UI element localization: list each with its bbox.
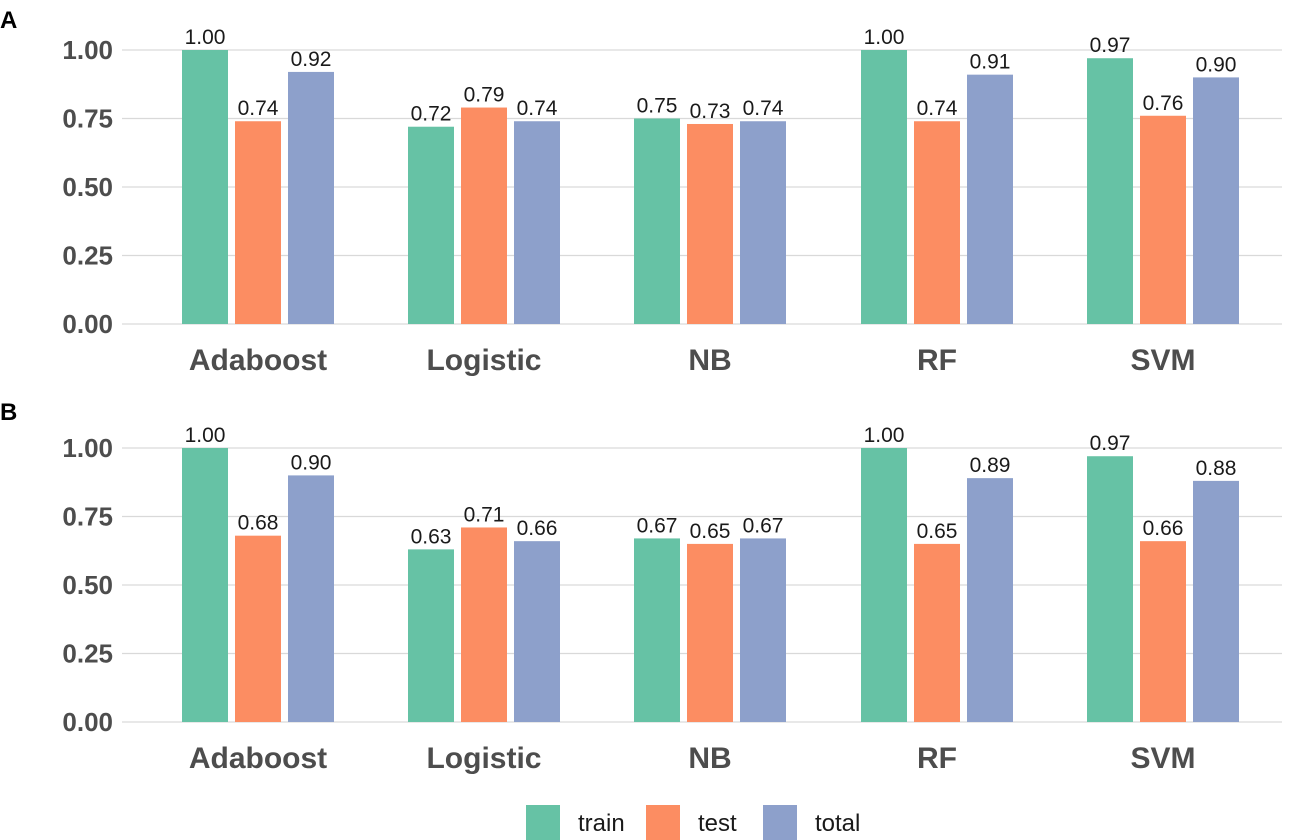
- y-tick-label: 0.50: [62, 172, 113, 202]
- bar-test-logistic: [461, 107, 507, 324]
- data-label: 0.66: [1143, 517, 1184, 540]
- x-tick-label: Adaboost: [189, 344, 327, 377]
- x-tick-label: Logistic: [426, 742, 541, 775]
- data-label: 0.74: [517, 97, 558, 120]
- data-label: 0.74: [743, 97, 784, 120]
- bar-test-nb: [687, 123, 733, 324]
- panel-label: B: [0, 399, 17, 426]
- data-label: 0.71: [464, 503, 505, 526]
- data-label: 1.00: [864, 26, 905, 49]
- x-tick-label: Logistic: [426, 344, 541, 377]
- data-label: 0.68: [238, 512, 279, 535]
- bar-total-svm: [1193, 77, 1239, 325]
- bar-total-adaboost: [288, 71, 334, 324]
- x-tick-label: RF: [917, 742, 957, 775]
- legend-swatch-train: [526, 805, 560, 840]
- data-label: 0.97: [1090, 432, 1131, 455]
- bar-test-rf: [914, 543, 960, 722]
- bar-total-logistic: [514, 541, 560, 722]
- bar-train-svm: [1087, 456, 1133, 722]
- data-label: 0.79: [464, 84, 505, 107]
- bar-train-adaboost: [182, 448, 228, 722]
- data-label: 0.75: [637, 95, 678, 118]
- data-label: 0.91: [970, 51, 1011, 74]
- y-tick-label: 0.25: [62, 241, 113, 271]
- y-tick-label: 1.00: [62, 35, 113, 65]
- data-label: 0.65: [690, 520, 731, 543]
- data-label: 0.90: [291, 451, 332, 474]
- data-label: 0.63: [411, 525, 452, 548]
- chart-panel-b: B 0.00 0.25 0.50 0.75 1.00 1.00 0.63 0.67 1.00 0.9…: [0, 399, 1282, 775]
- bar-test-logistic: [461, 527, 507, 722]
- bar-test-nb: [687, 543, 733, 722]
- chart-panels: A 0.00 0.25 0.50 0.75 1.00 1.00 0.72 0.75 1.00 0.9…: [0, 7, 1282, 775]
- legend-label-train: train: [578, 810, 625, 837]
- data-label: 0.73: [690, 100, 731, 123]
- panel-label: A: [0, 7, 17, 34]
- data-label: 0.92: [291, 48, 332, 71]
- data-label: 1.00: [864, 424, 905, 447]
- x-tick-label: SVM: [1130, 344, 1195, 377]
- bar-test-rf: [914, 121, 960, 325]
- data-label: 0.97: [1090, 34, 1131, 57]
- data-label: 1.00: [185, 424, 226, 447]
- x-tick-label: NB: [688, 742, 731, 775]
- chart-panel-a: A 0.00 0.25 0.50 0.75 1.00 1.00 0.72 0.75 1.00 0.9…: [0, 7, 1282, 377]
- y-tick-label: 0.50: [62, 570, 113, 600]
- data-label: 0.74: [238, 97, 279, 120]
- bar-train-rf: [861, 448, 907, 722]
- data-label: 0.90: [1196, 53, 1237, 76]
- data-label: 0.67: [637, 514, 678, 537]
- legend-label-total: total: [815, 810, 860, 837]
- y-tick-label: 0.00: [62, 707, 113, 737]
- bar-test-adaboost: [235, 121, 281, 325]
- bar-total-svm: [1193, 480, 1239, 722]
- y-tick-label: 0.25: [62, 639, 113, 669]
- data-label: 0.66: [517, 517, 558, 540]
- y-tick-label: 0.75: [62, 104, 113, 134]
- bar-total-nb: [740, 121, 786, 325]
- bar-total-nb: [740, 538, 786, 722]
- bar-train-nb: [634, 538, 680, 722]
- y-tick-label: 0.75: [62, 502, 113, 532]
- bar-test-adaboost: [235, 535, 281, 722]
- bar-train-rf: [861, 50, 907, 324]
- bar-total-rf: [967, 478, 1013, 722]
- bar-train-svm: [1087, 58, 1133, 324]
- bar-total-rf: [967, 74, 1013, 324]
- bar-train-nb: [634, 118, 680, 324]
- bar-train-adaboost: [182, 50, 228, 324]
- y-tick-label: 0.00: [62, 309, 113, 339]
- bar-test-svm: [1140, 115, 1186, 324]
- data-label: 0.76: [1143, 92, 1184, 115]
- legend-swatch-total: [763, 805, 797, 840]
- bar-total-adaboost: [288, 475, 334, 722]
- data-label: 0.67: [743, 514, 784, 537]
- bar-train-logistic: [408, 549, 454, 722]
- legend: train test total: [526, 805, 860, 840]
- legend-swatch-test: [646, 805, 680, 840]
- x-tick-label: RF: [917, 344, 957, 377]
- legend-label-test: test: [698, 810, 737, 837]
- data-label: 0.65: [917, 520, 958, 543]
- x-tick-label: Adaboost: [189, 742, 327, 775]
- y-tick-label: 1.00: [62, 433, 113, 463]
- data-label: 0.88: [1196, 457, 1237, 480]
- x-tick-label: NB: [688, 344, 731, 377]
- bar-train-logistic: [408, 126, 454, 324]
- data-label: 0.72: [411, 103, 452, 126]
- data-label: 1.00: [185, 26, 226, 49]
- data-label: 0.74: [917, 97, 958, 120]
- bar-test-svm: [1140, 541, 1186, 722]
- data-label: 0.89: [970, 454, 1011, 477]
- x-tick-label: SVM: [1130, 742, 1195, 775]
- bar-total-logistic: [514, 121, 560, 325]
